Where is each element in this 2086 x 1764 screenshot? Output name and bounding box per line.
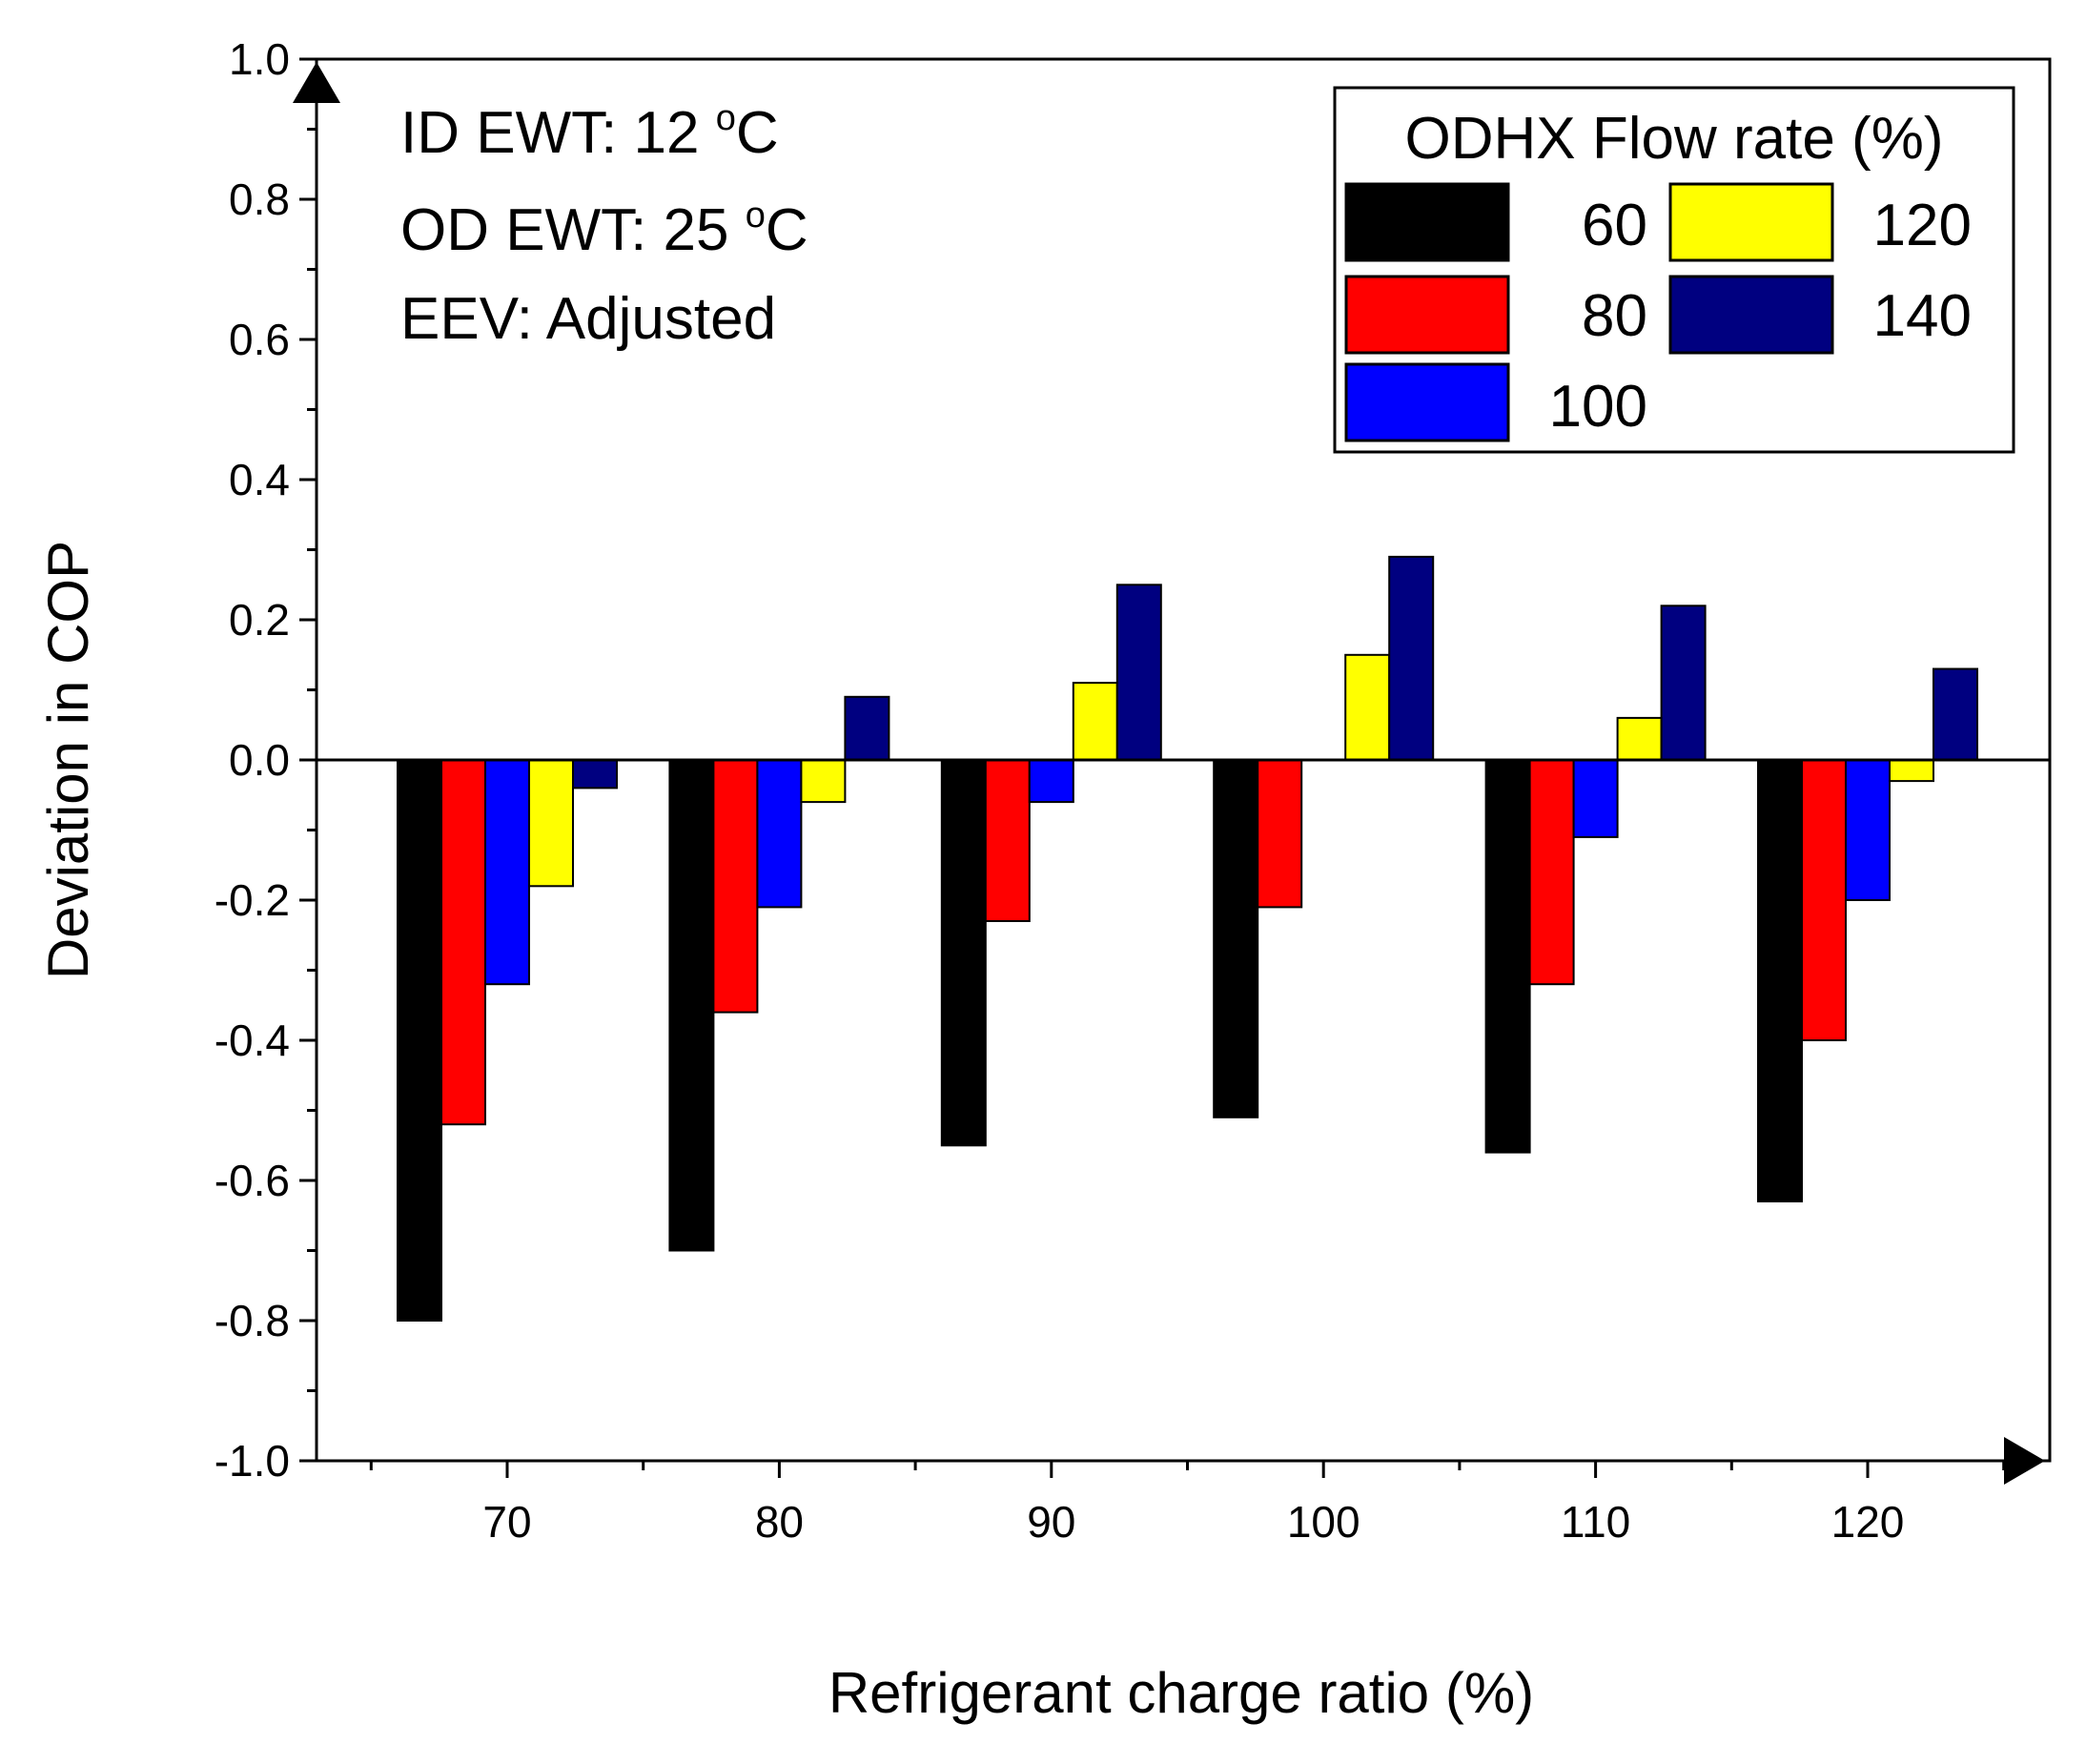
annotation-2: OD EWT: 25 oC <box>400 195 808 263</box>
bar-140-100 <box>1388 555 1435 762</box>
bar-80-100 <box>1257 759 1303 909</box>
bar-140-90 <box>1115 584 1162 762</box>
bar-80-110 <box>1528 759 1575 986</box>
legend-label-80: 80 <box>1582 283 1647 349</box>
bar-60-80 <box>668 759 715 1252</box>
bar-60-100 <box>1213 759 1259 1118</box>
legend-title: ODHX Flow rate (%) <box>1405 106 1944 172</box>
bar-60-90 <box>940 759 987 1147</box>
legend-label-120: 120 <box>1873 193 1972 258</box>
bar-120-110 <box>1616 716 1663 762</box>
x-axis-arrow-icon <box>2004 1437 2045 1485</box>
annotations: ID EWT: 12 oC OD EWT: 25 oC EEV: Adjusted <box>400 98 808 352</box>
y-tick-label: -0.8 <box>215 1296 290 1345</box>
y-tick-label: 0.8 <box>229 174 290 224</box>
bar-100-90 <box>1028 759 1074 804</box>
bar-80-80 <box>712 759 759 1014</box>
x-tick-label: 120 <box>1831 1497 1905 1547</box>
y-tick-label: 0.0 <box>229 735 290 785</box>
bar-140-80 <box>844 695 890 761</box>
legend-swatch-80 <box>1344 275 1510 355</box>
bar-120-100 <box>1344 653 1391 761</box>
bar-140-70 <box>572 759 618 790</box>
y-tick-label: -0.2 <box>215 875 290 925</box>
x-tick-label: 80 <box>755 1497 804 1547</box>
y-tick-label: 0.2 <box>229 595 290 645</box>
bar-60-70 <box>397 759 442 1322</box>
bar-140-120 <box>1933 667 1978 761</box>
bar-80-90 <box>984 759 1031 922</box>
bar-80-70 <box>440 759 486 1126</box>
legend-label-100: 100 <box>1549 374 1647 440</box>
bar-60-110 <box>1484 759 1531 1154</box>
legend-swatch-120 <box>1668 182 1834 262</box>
bar-120-120 <box>1889 759 1934 783</box>
legend-swatch-100 <box>1344 362 1510 442</box>
x-tick-label: 70 <box>482 1497 531 1547</box>
y-axis-title: Deviation in COP <box>36 541 100 979</box>
y-tick-label: 1.0 <box>229 34 290 84</box>
legend-label-60: 60 <box>1582 193 1647 258</box>
y-tick-label: -0.6 <box>215 1156 290 1205</box>
legend-label-140: 140 <box>1873 283 1972 349</box>
annotation-1: ID EWT: 12 oC <box>400 98 779 166</box>
bar-120-80 <box>800 759 847 804</box>
bar-120-70 <box>528 759 574 888</box>
bar-80-120 <box>1801 759 1847 1041</box>
bar-140-110 <box>1660 605 1707 761</box>
x-axis-title: Refrigerant charge ratio (%) <box>828 1661 1534 1725</box>
bar-100-80 <box>756 759 803 909</box>
bar-120-90 <box>1072 682 1118 761</box>
legend-swatch-140 <box>1668 275 1834 355</box>
bar-100-70 <box>484 759 530 986</box>
x-tick-label: 110 <box>1561 1497 1630 1547</box>
x-tick-label: 100 <box>1287 1497 1360 1547</box>
axes-group: -1.0 -0.8 -0.6 -0.4 -0.2 0.0 0.2 0.4 0.6 0.8 1.0 70… <box>36 34 2050 1725</box>
y-axis-arrow-icon <box>293 62 340 103</box>
bar-100-120 <box>1845 759 1891 901</box>
y-tick-label: -0.4 <box>215 1015 290 1065</box>
y-tick-label: 0.4 <box>229 455 290 504</box>
y-tick-label: 0.6 <box>229 315 290 364</box>
x-tick-label: 90 <box>1027 1497 1075 1547</box>
legend: ODHX Flow rate (%) 60 80 100 120 140 <box>1333 86 2015 454</box>
bar-100-110 <box>1572 759 1619 838</box>
legend-swatch-60 <box>1344 182 1510 262</box>
y-tick-label: -1.0 <box>215 1436 290 1486</box>
annotation-3: EEV: Adjusted <box>400 286 776 352</box>
bar-60-120 <box>1757 759 1803 1202</box>
